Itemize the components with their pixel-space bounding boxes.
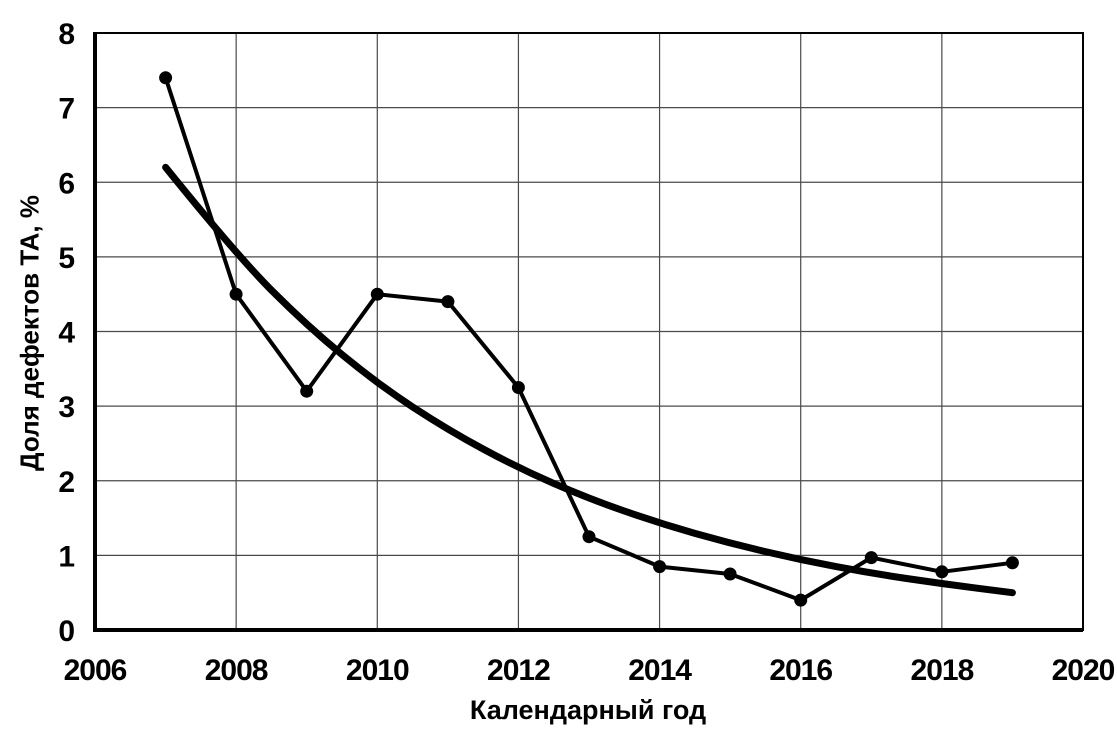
x-axis-title: Календарный год [469,695,707,725]
y-tick-label: 0 [58,615,74,648]
data-point [441,295,455,309]
data-point [935,565,949,579]
y-tick-label: 5 [58,242,74,275]
x-tick-label: 2012 [487,654,550,687]
x-tick-label: 2008 [205,654,268,687]
y-tick-label: 8 [58,18,74,51]
y-tick-label: 3 [58,391,74,424]
x-tick-label: 2018 [911,654,974,687]
x-tick-label: 2006 [64,654,127,687]
data-point [229,287,243,301]
data-point [653,560,667,574]
data-point [511,381,525,394]
y-tick-label: 1 [58,540,74,573]
data-point [794,593,808,607]
x-tick-label: 2020 [1052,654,1115,687]
x-tick-label: 2016 [769,654,832,687]
data-point [864,551,878,565]
y-axis-title: Доля дефектов ТА, % [14,195,45,471]
data-point [300,384,314,398]
y-tick-label: 7 [58,93,74,126]
data-point [582,530,596,544]
y-tick-label: 6 [58,167,74,200]
x-tick-label: 2010 [346,654,409,687]
data-line [163,75,1015,603]
x-tick-label: 2014 [628,654,692,687]
data-point [1005,556,1019,570]
data-point [159,71,173,85]
data-point [723,567,737,581]
trend-line [162,163,1016,597]
data-point [370,287,384,301]
y-tick-label: 2 [58,466,74,499]
y-tick-label: 4 [58,317,75,350]
